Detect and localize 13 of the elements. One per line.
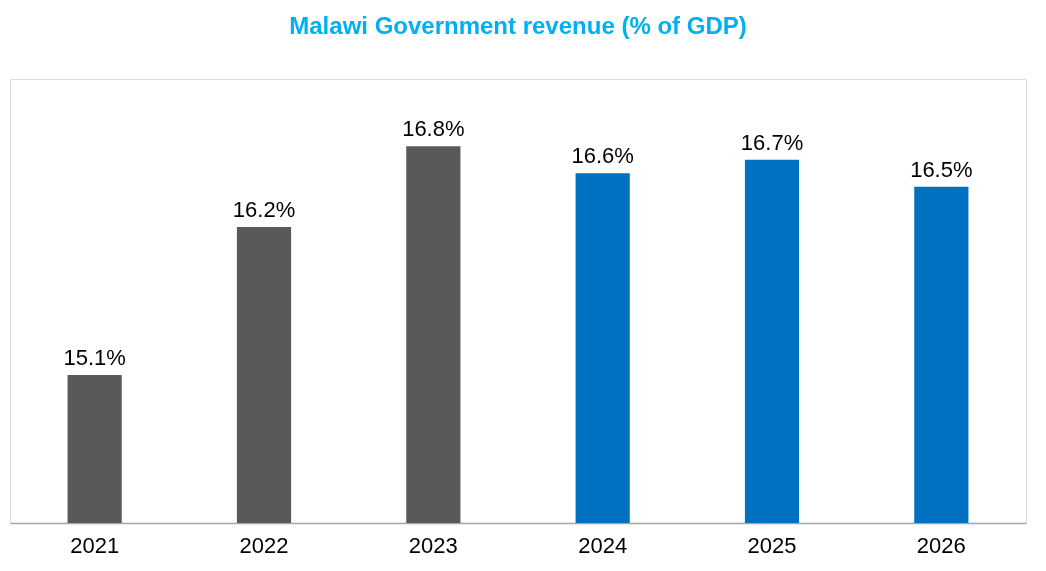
data-label: 16.6% — [571, 143, 634, 169]
x-tick-label: 2024 — [578, 532, 628, 558]
x-tick-label: 2023 — [408, 532, 458, 558]
x-tick-label: 2026 — [916, 532, 966, 558]
data-label: 16.5% — [910, 156, 973, 182]
chart-title: Malawi Government revenue (% of GDP) — [289, 12, 747, 39]
data-label: 15.1% — [63, 345, 126, 370]
data-label: 16.2% — [232, 197, 296, 222]
data-label: 16.8% — [402, 116, 465, 142]
data-label: 16.7% — [740, 129, 804, 155]
x-tick-label: 2021 — [70, 532, 120, 558]
x-tick-label: 2022 — [239, 532, 289, 558]
x-tick-label: 2025 — [747, 532, 797, 558]
